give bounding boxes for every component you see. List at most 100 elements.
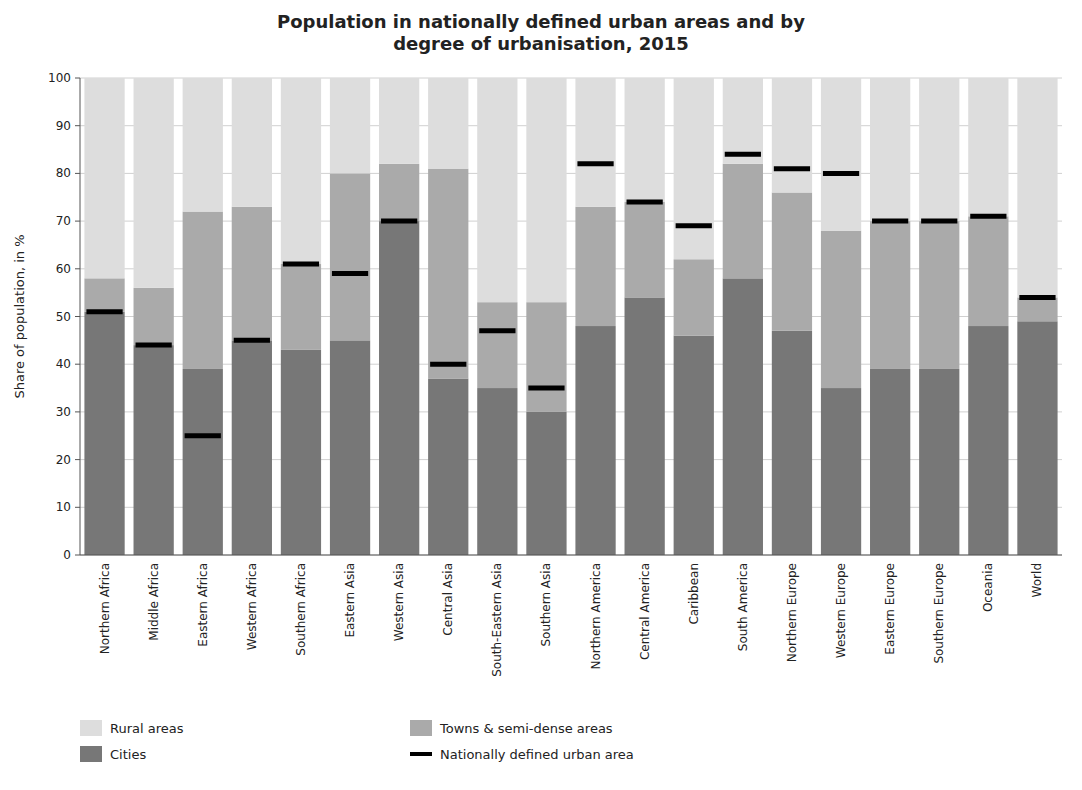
y-tick-label: 30 [56,405,71,419]
bar [183,212,223,369]
legend-swatch [410,720,432,736]
y-tick [75,221,80,222]
y-tick-label: 80 [56,166,71,180]
x-tick-label: Central Asia [441,563,455,636]
y-tick-label: 50 [56,310,71,324]
bar [919,221,959,369]
legend: Rural areasTowns & semi-dense areasCitie… [80,720,634,762]
grid-line [80,125,1062,126]
urban-marker [86,309,122,314]
bar [477,388,517,555]
y-axis [80,78,81,555]
y-tick-label: 70 [56,214,71,228]
urban-marker [185,433,221,438]
legend-label: Cities [110,747,146,762]
urban-marker [381,219,417,224]
y-tick [75,364,80,365]
urban-marker [872,219,908,224]
bar [723,78,763,164]
bar [526,302,566,412]
y-tick [75,78,80,79]
grid [80,78,1062,555]
grid-line [80,78,1062,79]
bar [575,78,615,207]
urban-marker [283,262,319,267]
y-tick [75,459,80,460]
grid-line [80,316,1062,317]
bar [870,78,910,221]
bar [134,288,174,345]
bar [1017,297,1057,321]
y-tick-label: 60 [56,262,71,276]
bar [526,412,566,555]
x-tick-label: World [1030,563,1044,597]
y-tick [75,268,80,269]
bar [428,78,468,169]
x-tick-label: South America [736,563,750,651]
y-tick [75,555,80,556]
bar [575,207,615,326]
bar [625,78,665,202]
x-tick-label: Northern Africa [98,563,112,654]
bar [84,312,124,555]
x-tick-label: Central America [638,563,652,660]
urban-marker [921,219,957,224]
x-tick-label: Western Africa [245,563,259,650]
y-axis-label: Share of population, in % [12,234,27,398]
bar [134,78,174,288]
bar [477,78,517,302]
bar [772,78,812,192]
x-tick-label: South-Eastern Asia [490,563,504,677]
legend-label: Towns & semi-dense areas [439,721,613,736]
y-tick [75,173,80,174]
bar [919,78,959,221]
bar [870,369,910,555]
x-tick-label: Caribbean [687,563,701,625]
bar [1017,78,1057,297]
y-tick-label: 90 [56,119,71,133]
grid-line [80,268,1062,269]
grid-line [80,411,1062,412]
title-line: Population in nationally defined urban a… [277,11,805,32]
title-line: degree of urbanisation, 2015 [393,33,689,54]
title: Population in nationally defined urban a… [277,11,805,54]
grid-line [80,173,1062,174]
urban-marker [528,386,564,391]
legend-swatch [410,752,432,756]
bar [330,340,370,555]
bar [84,78,124,278]
bar [232,207,272,341]
y-tick-label: 100 [48,71,71,85]
urban-marker [774,166,810,171]
bar [674,336,714,555]
bar [1017,321,1057,555]
bar [625,202,665,297]
bar [232,340,272,555]
bar [674,78,714,259]
urban-marker [234,338,270,343]
x-tick-label: Oceania [981,563,995,612]
bar [330,78,370,173]
bar [870,221,910,369]
x-tick-label: Northern America [589,563,603,670]
bar [968,326,1008,555]
x-tick-label: Eastern Europe [883,563,897,655]
x-tick-label: Southern Europe [932,563,946,664]
bar [723,164,763,278]
y-tick-label: 20 [56,453,71,467]
urban-marker [577,161,613,166]
bar [674,259,714,335]
y-tick [75,316,80,317]
y-tick-label: 10 [56,500,71,514]
urban-marker [725,152,761,157]
bar [379,78,419,164]
bar [821,78,861,231]
bar [379,221,419,555]
bar [428,379,468,555]
urban-marker [479,328,515,333]
x-tick-label: Western Asia [392,563,406,641]
bar [968,78,1008,216]
y-tick [75,125,80,126]
bar [821,231,861,388]
bar [330,173,370,340]
